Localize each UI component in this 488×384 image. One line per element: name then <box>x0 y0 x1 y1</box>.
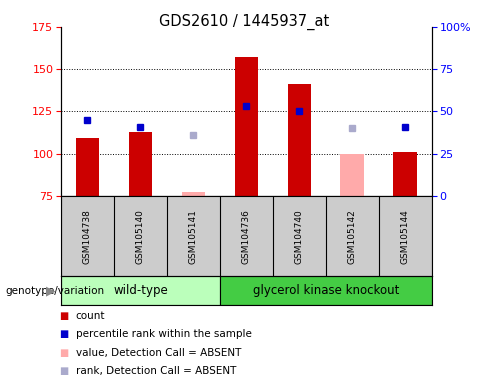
Text: glycerol kinase knockout: glycerol kinase knockout <box>253 285 399 297</box>
Text: wild-type: wild-type <box>113 285 168 297</box>
Text: GSM105144: GSM105144 <box>401 209 410 263</box>
Text: ■: ■ <box>59 366 68 376</box>
Text: ■: ■ <box>59 348 68 358</box>
Text: GSM105140: GSM105140 <box>136 209 145 263</box>
Bar <box>393 152 417 196</box>
Bar <box>182 192 205 196</box>
Text: ■: ■ <box>59 329 68 339</box>
Text: percentile rank within the sample: percentile rank within the sample <box>76 329 251 339</box>
Text: GSM104738: GSM104738 <box>83 209 92 263</box>
Text: genotype/variation: genotype/variation <box>5 286 104 296</box>
Bar <box>76 138 100 196</box>
Bar <box>128 132 152 196</box>
Text: GSM104740: GSM104740 <box>295 209 304 263</box>
Bar <box>235 57 258 196</box>
Text: rank, Detection Call = ABSENT: rank, Detection Call = ABSENT <box>76 366 236 376</box>
FancyBboxPatch shape <box>61 276 220 305</box>
Text: ▶: ▶ <box>46 285 56 297</box>
Text: GSM105142: GSM105142 <box>348 209 357 263</box>
Text: GSM104736: GSM104736 <box>242 209 251 263</box>
FancyBboxPatch shape <box>220 276 432 305</box>
Text: value, Detection Call = ABSENT: value, Detection Call = ABSENT <box>76 348 241 358</box>
Text: GSM105141: GSM105141 <box>189 209 198 263</box>
Bar <box>341 154 365 196</box>
Text: GDS2610 / 1445937_at: GDS2610 / 1445937_at <box>159 13 329 30</box>
Bar <box>287 84 311 196</box>
Text: count: count <box>76 311 105 321</box>
Text: ■: ■ <box>59 311 68 321</box>
